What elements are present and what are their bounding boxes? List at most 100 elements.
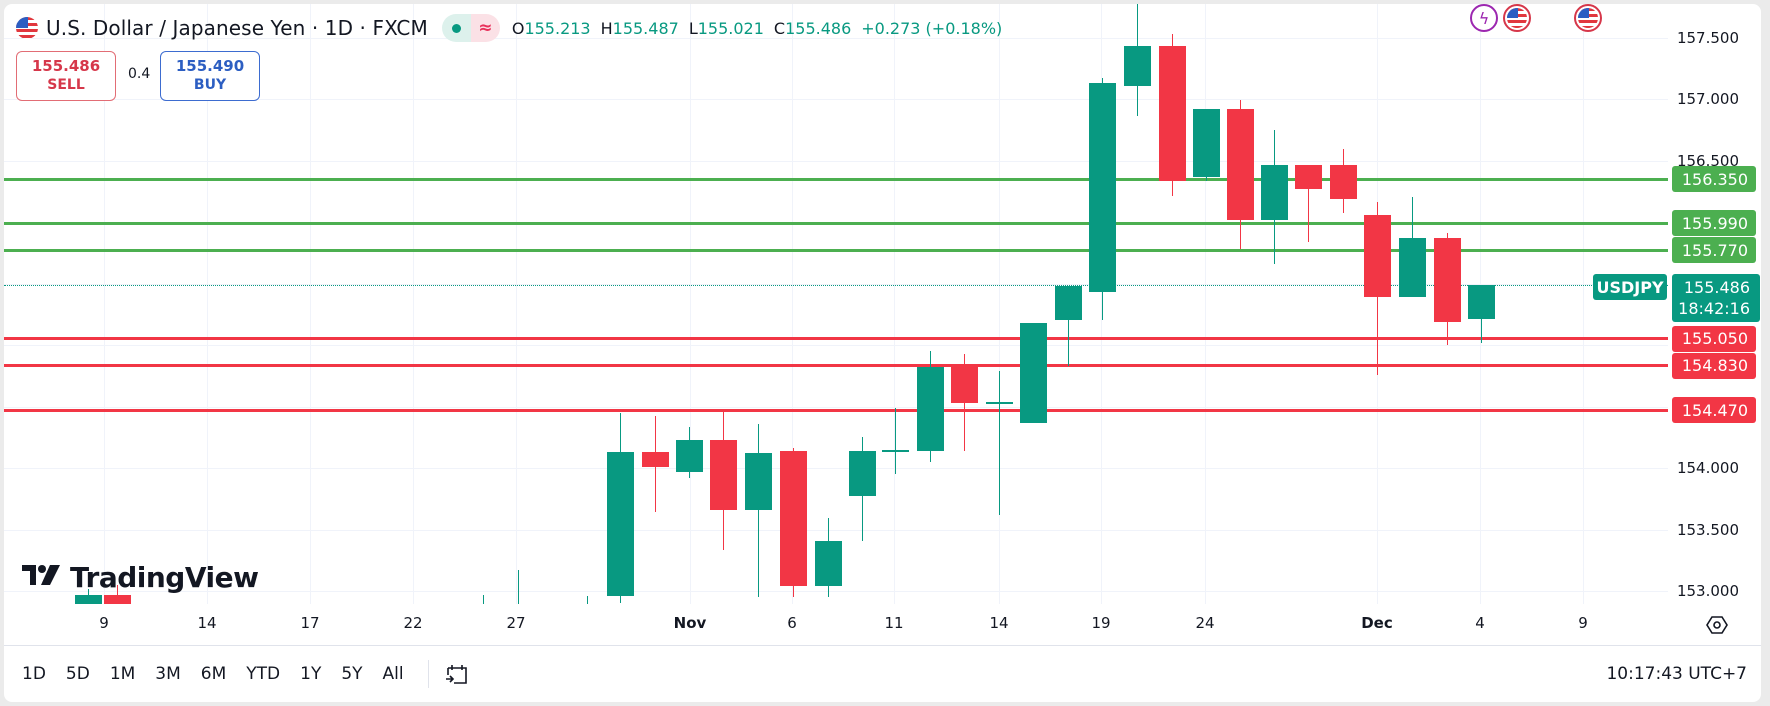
price-tick-label: 156.500 <box>1676 151 1739 170</box>
close-value: 155.486 <box>785 18 852 38</box>
candle-down <box>1159 46 1186 182</box>
candle-down <box>1227 108 1254 220</box>
ohlc-values: O 155.213 H 155.487 L 155.021 C 155.486 +0.2… <box>512 19 1002 38</box>
range-button-5y[interactable]: 5Y <box>341 664 363 684</box>
toolbar-divider <box>4 645 1761 646</box>
time-tick-label: 9 <box>99 614 109 632</box>
candle-down <box>951 367 978 403</box>
status-pill[interactable]: ≈ <box>441 14 500 42</box>
current-price-line <box>4 285 1668 287</box>
bar-countdown: 18:42:16 <box>1678 299 1750 318</box>
candle-wick <box>1068 286 1069 366</box>
time-tick-label: 22 <box>403 614 423 632</box>
candle-up <box>1193 108 1220 177</box>
sell-label: SELL <box>47 77 85 93</box>
range-button-ytd[interactable]: YTD <box>246 664 281 684</box>
range-button-1d[interactable]: 1D <box>22 664 46 684</box>
candle-down <box>1330 165 1357 199</box>
candle-up <box>1020 322 1047 423</box>
candle-up <box>815 540 842 587</box>
candle-up <box>745 453 772 510</box>
grid-line-v <box>894 4 895 604</box>
time-tick-label: Nov <box>673 614 707 632</box>
time-tick-label: 19 <box>1091 614 1111 632</box>
support-level-line <box>4 364 1668 368</box>
grid-line-h <box>4 529 1668 531</box>
settings-icon[interactable] <box>1706 614 1728 636</box>
support-level-line <box>4 408 1668 412</box>
open-value: 155.213 <box>524 18 591 38</box>
grid-line-v <box>516 4 517 604</box>
calendar-goto-icon[interactable] <box>443 660 471 688</box>
range-button-all[interactable]: All <box>382 664 404 684</box>
range-button-1y[interactable]: 1Y <box>300 664 322 684</box>
time-tick-label: Dec <box>1361 614 1393 632</box>
grid-line-v <box>413 4 414 604</box>
time-tick-label: 17 <box>300 614 320 632</box>
range-button-3m[interactable]: 3M <box>155 664 181 684</box>
grid-line-v <box>1205 4 1206 604</box>
candle-down <box>104 594 131 604</box>
candle-down <box>780 450 807 587</box>
low-label: L <box>688 18 698 38</box>
grid-line-v <box>792 4 793 604</box>
grid-line-h <box>4 37 1668 39</box>
grid-line-v <box>1583 4 1584 604</box>
price-axis[interactable]: 157.500 157.000 156.500 154.000 153.500 153.0… <box>1668 4 1761 604</box>
candle-up <box>75 594 102 604</box>
grid-line-v <box>207 4 208 604</box>
candle-wick <box>895 407 896 475</box>
support-level-line <box>4 337 1668 341</box>
toolbar-separator <box>427 660 429 688</box>
price-tick-label: 153.000 <box>1676 582 1739 601</box>
grid-line-h <box>4 99 1668 101</box>
buy-button[interactable]: 155.490 BUY <box>160 51 260 101</box>
support-level-tag: 154.470 <box>1672 397 1756 424</box>
range-toolbar: 1D 5D 1M 3M 6M YTD 1Y 5Y All <box>22 656 471 692</box>
candle-wick <box>518 570 519 604</box>
tradingview-logo[interactable]: TradingView <box>22 561 259 594</box>
time-tick-label: 14 <box>197 614 217 632</box>
clock-timezone[interactable]: 10:17:43 UTC+7 <box>1606 664 1747 684</box>
candle-up <box>1089 83 1116 293</box>
range-button-5d[interactable]: 5D <box>65 664 90 684</box>
candle-up <box>1261 165 1288 220</box>
candle-wick <box>483 594 484 604</box>
chart-widget: U.S. Dollar / Japanese Yen · 1D · FXCM ≈… <box>4 4 1761 702</box>
candle-up <box>1124 46 1151 86</box>
candle-wick <box>999 370 1000 515</box>
open-label: O <box>511 18 525 38</box>
candle-up <box>1468 284 1495 320</box>
market-open-dot-icon <box>441 14 471 42</box>
candle-up <box>986 401 1013 404</box>
high-label: H <box>600 18 613 38</box>
time-tick-label: 11 <box>884 614 904 632</box>
time-axis[interactable]: 9 14 17 22 27 Nov 6 11 14 19 24 Dec 4 9 <box>4 604 1668 644</box>
lightning-event-icon[interactable]: ϟ <box>1470 4 1498 32</box>
candle-wick <box>117 584 118 604</box>
buy-label: BUY <box>193 77 227 93</box>
grid-line-h <box>4 468 1668 470</box>
symbol-title[interactable]: U.S. Dollar / Japanese Yen · 1D · FXCM <box>46 16 428 40</box>
grid-line-h <box>4 345 1668 347</box>
grid-line-v <box>999 4 1000 604</box>
time-tick-label: 6 <box>787 614 797 632</box>
us-flag-event-icon[interactable] <box>1574 4 1602 32</box>
candle-wick <box>1308 165 1309 242</box>
grid-line-h <box>4 591 1668 593</box>
tradingview-logo-text: TradingView <box>70 561 259 594</box>
current-price-tag: 155.486 18:42:16 <box>1672 274 1760 322</box>
range-button-1m[interactable]: 1M <box>109 664 136 684</box>
resistance-level-tag: 155.770 <box>1672 237 1756 264</box>
sell-button[interactable]: 155.486 SELL <box>16 51 116 101</box>
us-flag-event-icon[interactable] <box>1503 4 1531 32</box>
legend-header: U.S. Dollar / Japanese Yen · 1D · FXCM ≈… <box>16 10 1002 46</box>
candle-down <box>710 439 737 510</box>
resistance-level-tag: 155.990 <box>1672 210 1756 237</box>
candle-down <box>1434 238 1461 322</box>
range-buttons: 1D 5D 1M 3M 6M YTD 1Y 5Y All <box>22 664 424 684</box>
candle-up <box>882 449 909 452</box>
range-button-6m[interactable]: 6M <box>200 664 227 684</box>
grid-line-h <box>4 283 1668 285</box>
chart-pane[interactable] <box>4 4 1668 604</box>
